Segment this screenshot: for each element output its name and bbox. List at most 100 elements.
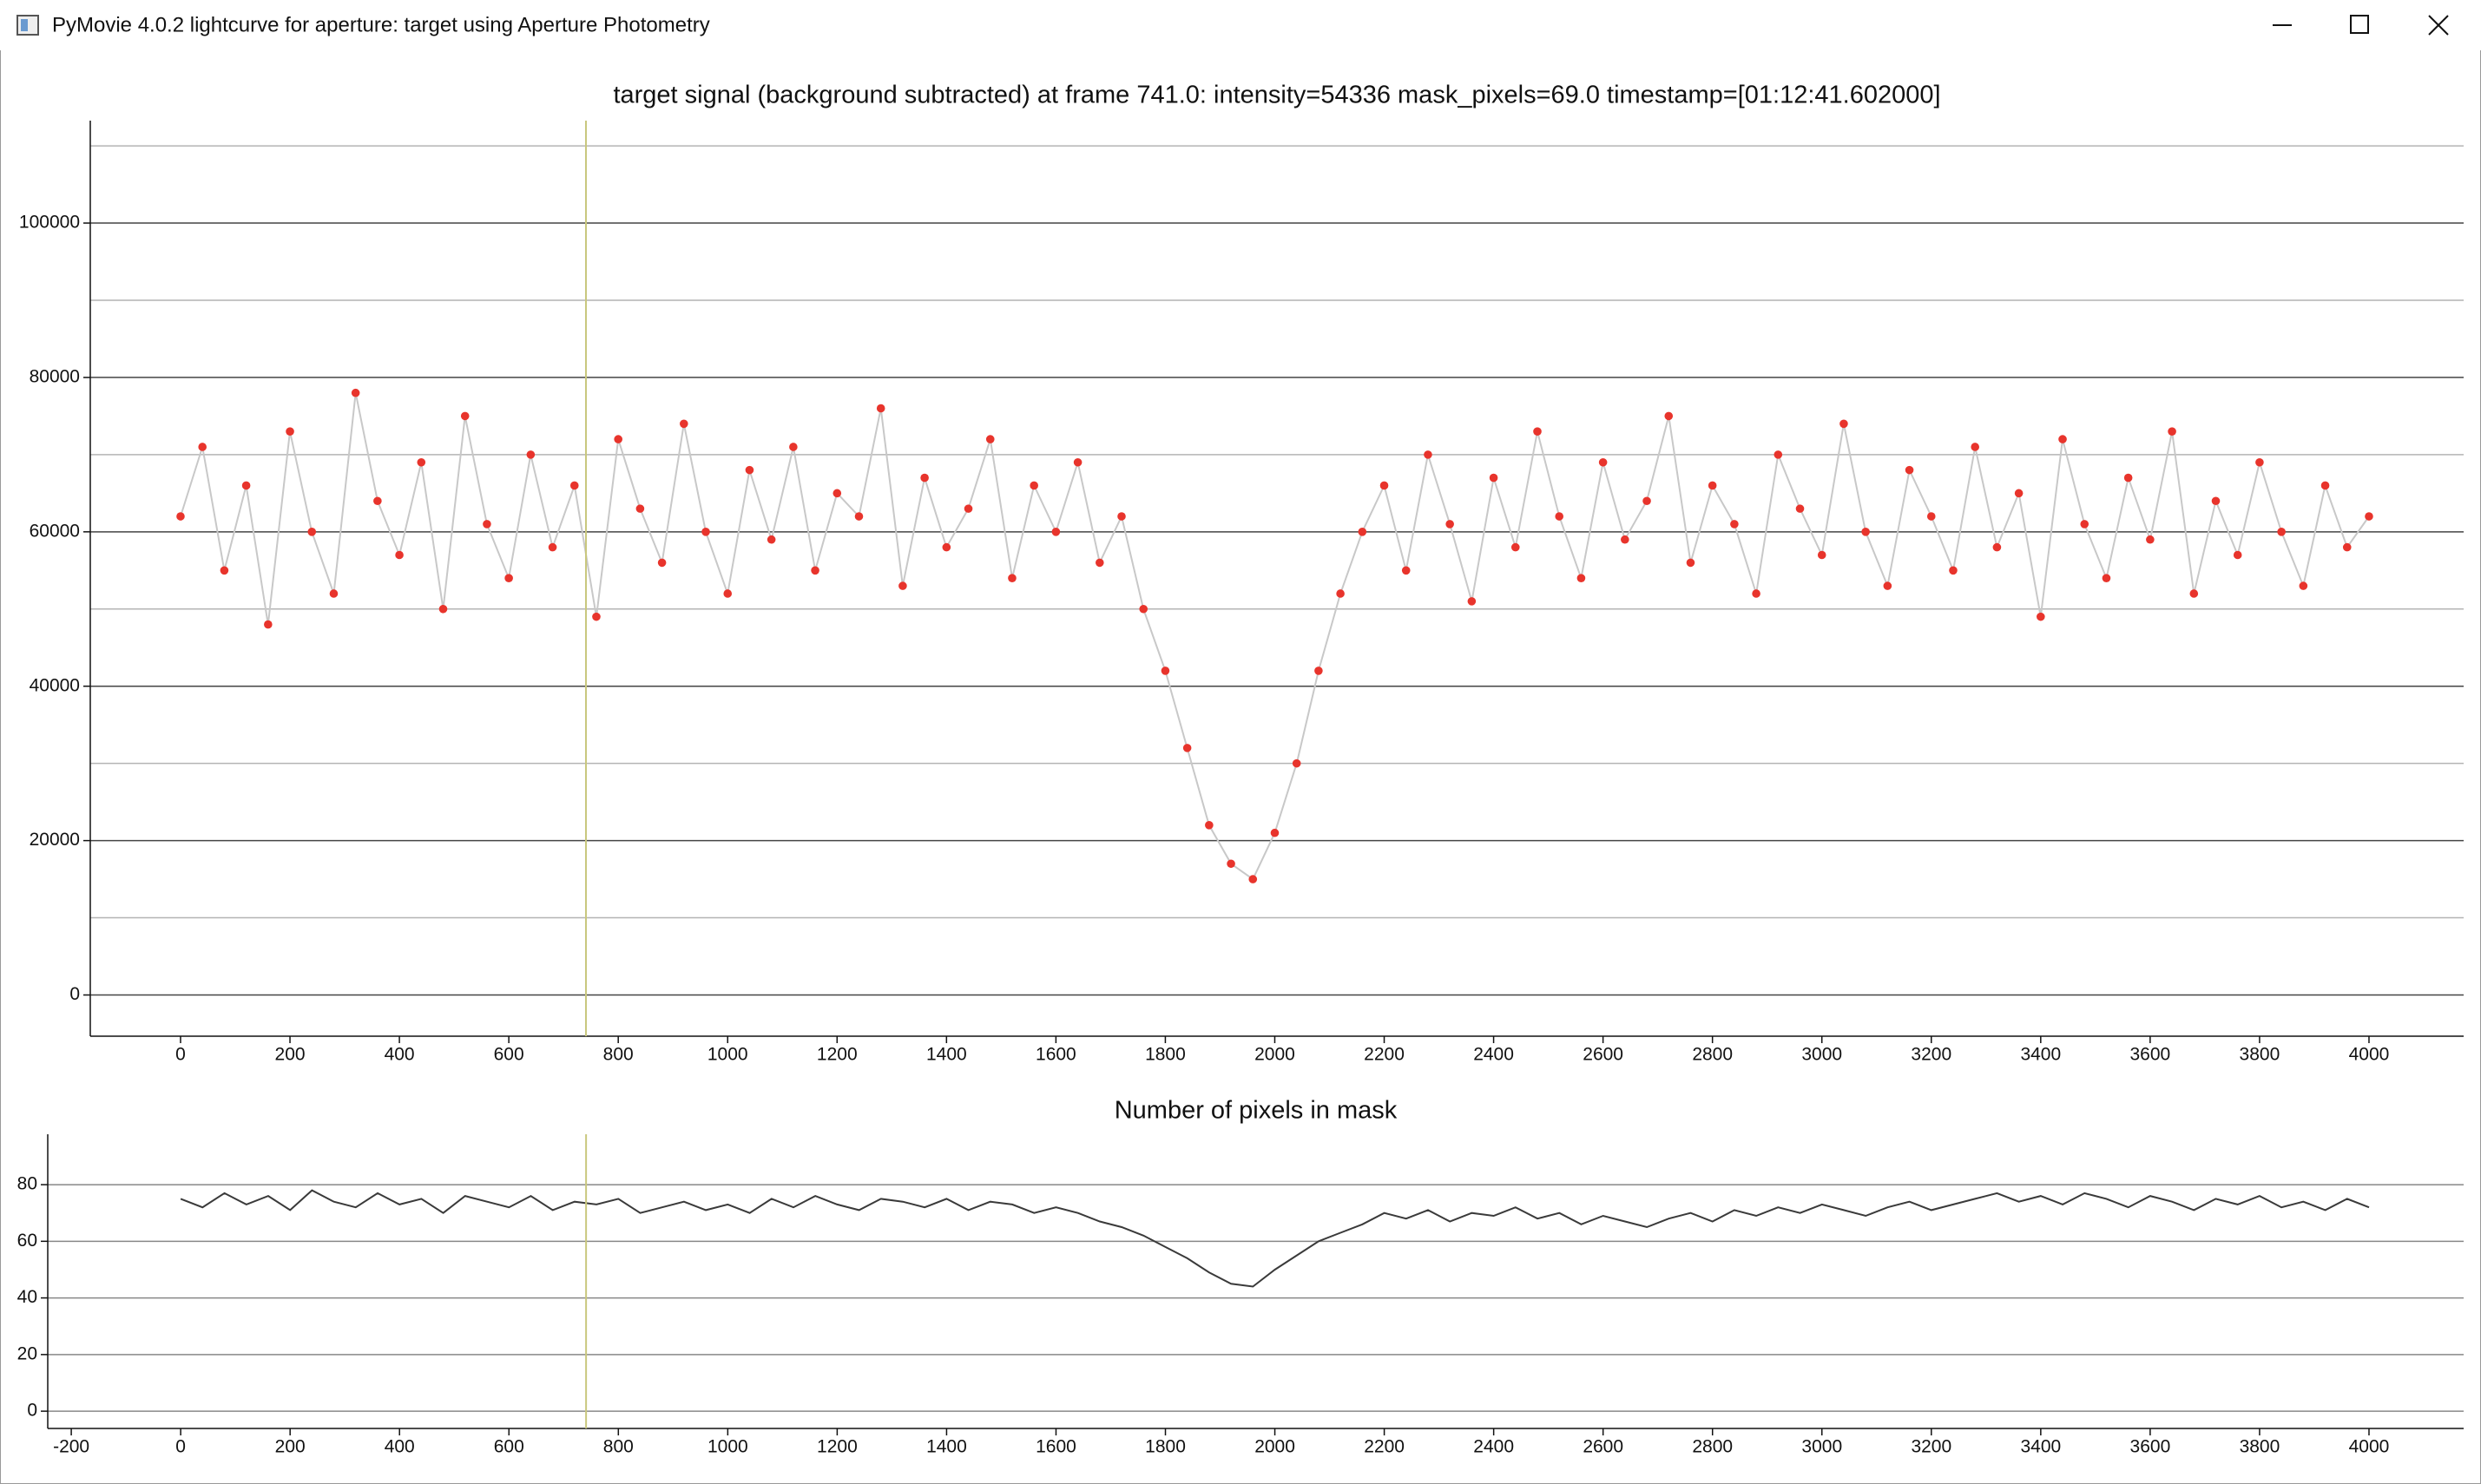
data-point <box>1971 443 1979 451</box>
data-point <box>2058 435 2067 443</box>
data-point <box>1096 558 1104 568</box>
data-point <box>1817 550 1826 560</box>
x-tick-label: 1200 <box>817 1045 858 1065</box>
x-tick-label: 1200 <box>817 1437 858 1457</box>
data-point <box>789 443 798 451</box>
x-tick-label: 3600 <box>2130 1437 2171 1457</box>
data-point <box>1489 473 1498 483</box>
data-point <box>1358 528 1367 536</box>
data-point <box>1992 542 2002 552</box>
data-point <box>286 427 294 436</box>
data-point <box>1926 512 1936 521</box>
y-tick-label: 80 <box>17 1174 37 1194</box>
data-point <box>329 589 339 598</box>
data-point <box>1336 589 1345 598</box>
data-point <box>1073 457 1083 467</box>
data-point <box>1555 512 1564 521</box>
data-point <box>460 411 470 421</box>
data-point <box>1839 419 1848 429</box>
data-point <box>1664 411 1674 421</box>
data-point <box>307 528 317 536</box>
x-tick-label: 2600 <box>1583 1045 1623 1065</box>
x-tick-label: 200 <box>275 1045 306 1065</box>
x-tick-label: 2400 <box>1473 1437 1514 1457</box>
data-point <box>1686 558 1695 568</box>
data-point <box>548 542 557 552</box>
data-point <box>1576 574 1586 582</box>
data-point <box>220 566 229 575</box>
data-point <box>1205 821 1214 830</box>
x-tick-label: 1400 <box>926 1045 967 1065</box>
data-point <box>614 435 622 443</box>
data-point <box>569 481 579 490</box>
data-point <box>1008 574 1017 582</box>
close-button[interactable] <box>2428 15 2449 36</box>
data-point <box>1161 666 1170 675</box>
data-point <box>526 450 536 459</box>
data-point <box>1051 528 1061 536</box>
y-tick-label: 40000 <box>30 675 80 695</box>
series-line <box>180 1189 2370 1288</box>
x-tick-label: 3600 <box>2130 1045 2171 1065</box>
data-point <box>920 473 929 483</box>
data-point <box>2211 496 2221 506</box>
x-tick-label: 4000 <box>2349 1045 2390 1065</box>
data-point <box>1248 875 1258 883</box>
window-title: PyMovie 4.0.2 lightcurve for aperture: t… <box>52 13 710 36</box>
data-point <box>373 496 382 506</box>
data-point <box>2123 473 2133 483</box>
data-point <box>2233 550 2242 560</box>
x-tick-label: 0 <box>175 1045 186 1065</box>
data-point <box>2080 520 2089 529</box>
data-point <box>876 404 885 413</box>
data-point <box>1292 758 1301 768</box>
data-point <box>723 589 733 598</box>
data-point <box>745 465 754 475</box>
data-point <box>854 512 864 521</box>
x-tick-label: 1800 <box>1145 1437 1186 1457</box>
data-point <box>985 435 995 443</box>
x-tick-label: 800 <box>603 1045 634 1065</box>
data-point <box>351 388 360 397</box>
data-point <box>395 550 404 560</box>
data-point <box>964 504 973 513</box>
data-point <box>1424 450 1432 459</box>
x-tick-label: 1000 <box>707 1437 748 1457</box>
x-tick-label: 1600 <box>1036 1045 1076 1065</box>
data-point <box>1861 528 1870 536</box>
data-point <box>2037 612 2045 621</box>
data-point <box>1379 481 1389 490</box>
x-tick-label: 2400 <box>1473 1045 1514 1065</box>
x-tick-label: 2800 <box>1692 1045 1733 1065</box>
data-point <box>1598 457 1608 467</box>
x-tick-label: 1000 <box>707 1045 748 1065</box>
data-point <box>1905 465 1914 475</box>
data-point <box>1621 535 1629 544</box>
data-point <box>2168 427 2176 436</box>
data-point <box>2146 535 2155 544</box>
x-tick-label: 3800 <box>2240 1437 2280 1457</box>
x-tick-label: 400 <box>385 1045 415 1065</box>
x-tick-label: 2000 <box>1254 1437 1295 1457</box>
data-point <box>1774 450 1783 459</box>
data-point <box>1314 666 1323 675</box>
x-tick-label: 3400 <box>2020 1437 2061 1457</box>
data-point <box>2014 489 2024 498</box>
x-tick-label: 1600 <box>1036 1437 1076 1457</box>
data-point <box>1708 481 1717 490</box>
x-tick-label: 1400 <box>926 1437 967 1457</box>
x-tick-label: 800 <box>603 1437 634 1457</box>
maximize-button[interactable] <box>2350 15 2369 34</box>
x-tick-label: 0 <box>175 1437 186 1457</box>
data-point <box>1467 597 1477 606</box>
x-tick-label: 2800 <box>1692 1437 1733 1457</box>
y-tick-label: 40 <box>17 1287 37 1307</box>
x-tick-label: 3000 <box>1801 1045 1842 1065</box>
data-point <box>1139 604 1148 614</box>
data-point <box>898 581 907 590</box>
data-point <box>264 620 273 629</box>
data-point <box>1883 581 1892 590</box>
data-point <box>1270 828 1280 837</box>
data-point <box>438 604 448 614</box>
